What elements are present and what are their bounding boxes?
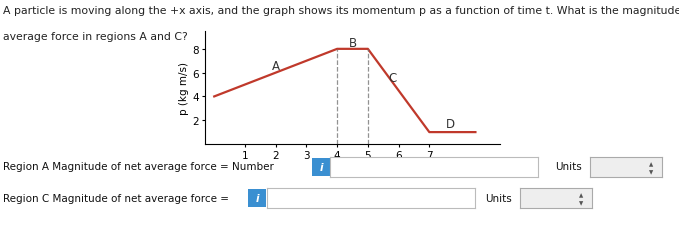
Text: C: C: [388, 72, 397, 85]
Text: A: A: [272, 60, 280, 73]
Text: i: i: [319, 162, 323, 172]
Text: Region A Magnitude of net average force = Number: Region A Magnitude of net average force …: [3, 161, 274, 171]
Text: Units: Units: [485, 193, 512, 203]
Text: ▼: ▼: [579, 201, 583, 206]
Text: A particle is moving along the +x axis, and the graph shows its momentum p as a : A particle is moving along the +x axis, …: [3, 6, 679, 16]
Y-axis label: p (kg m/s): p (kg m/s): [179, 62, 189, 114]
Text: ▲: ▲: [579, 193, 583, 198]
Text: Units: Units: [555, 161, 582, 171]
Text: B: B: [348, 37, 356, 50]
Text: D: D: [446, 118, 456, 131]
Text: ▲: ▲: [649, 162, 653, 167]
Text: Region C Magnitude of net average force =: Region C Magnitude of net average force …: [3, 193, 230, 203]
Text: ▼: ▼: [649, 170, 653, 175]
Text: t (s): t (s): [508, 161, 528, 171]
Text: i: i: [255, 193, 259, 203]
Text: average force in regions A and C?: average force in regions A and C?: [3, 32, 188, 41]
